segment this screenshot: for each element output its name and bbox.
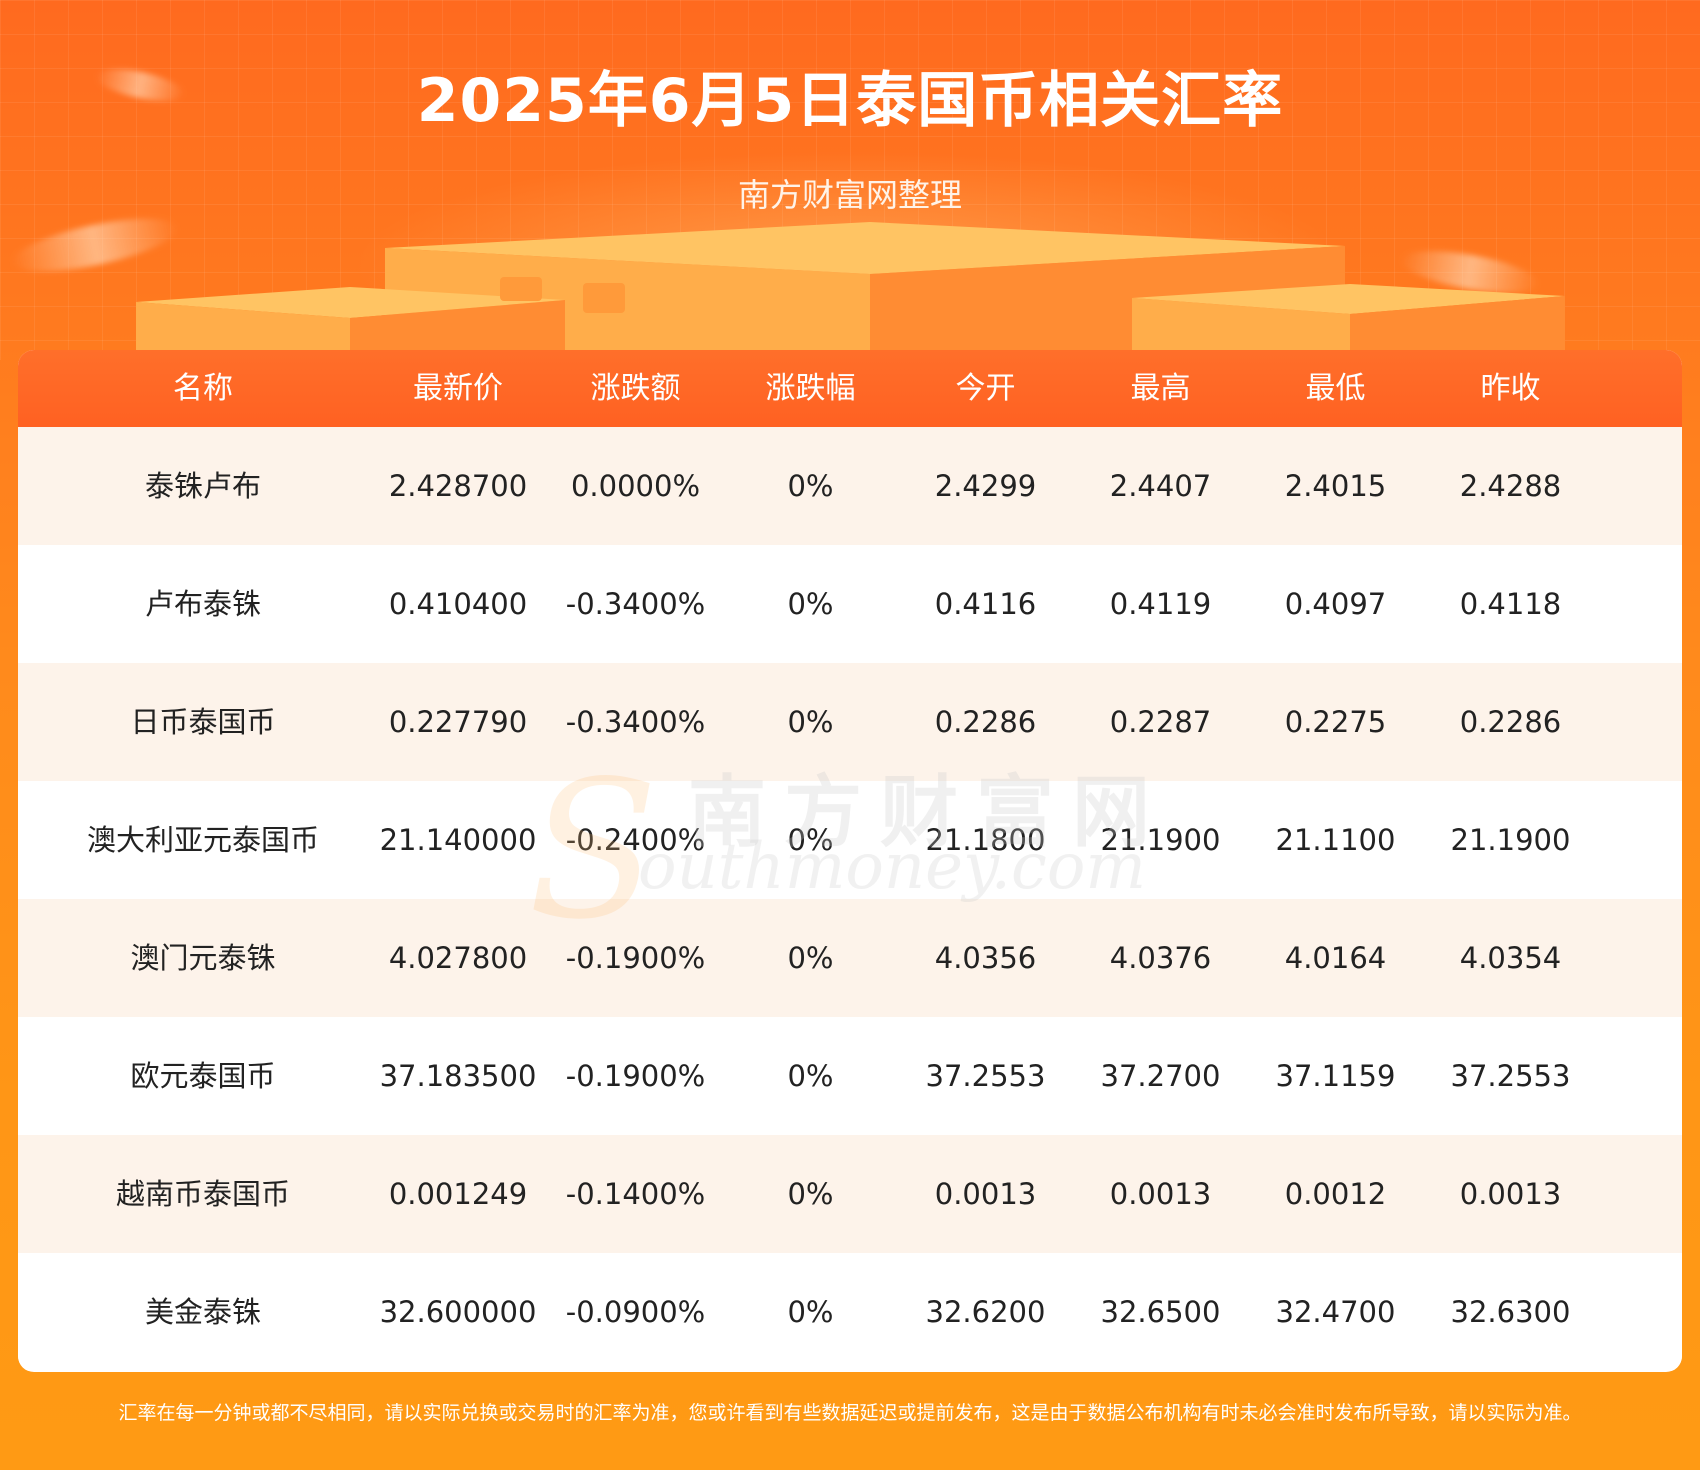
currency-pair-name: 澳大利亚元泰国币 (86, 823, 319, 857)
column-header-high: 最高 (1130, 371, 1191, 406)
latest-price: 21.140000 (379, 823, 537, 857)
table-row: 美金泰铢 32.600000 -0.0900% 0% 32.6200 32.65… (18, 1253, 1682, 1371)
previous-close: 2.4288 (1459, 469, 1562, 503)
high-price: 37.2700 (1100, 1059, 1221, 1093)
header-blocks-illustration (136, 222, 1565, 352)
open-price: 21.1800 (925, 823, 1046, 857)
table-row: 泰铢卢布 2.428700 0.0000% 0% 2.4299 2.4407 2… (18, 427, 1682, 545)
open-price: 0.0013 (934, 1177, 1037, 1211)
currency-pair-name: 日币泰国币 (130, 705, 276, 739)
change-percent: 0% (787, 705, 834, 739)
table-row: 卢布泰铢 0.410400 -0.3400% 0% 0.4116 0.4119 … (18, 545, 1682, 663)
previous-close: 21.1900 (1450, 823, 1571, 857)
currency-pair-name: 美金泰铢 (144, 1295, 261, 1329)
latest-price: 0.410400 (388, 587, 528, 621)
column-header-prev-close: 昨收 (1480, 371, 1541, 406)
column-header-low: 最低 (1305, 371, 1366, 406)
high-price: 0.4119 (1109, 587, 1212, 621)
column-header-change: 涨跌额 (590, 371, 681, 406)
column-header-open: 今开 (955, 371, 1016, 406)
high-price: 0.2287 (1109, 705, 1212, 739)
previous-close: 0.4118 (1459, 587, 1562, 621)
latest-price: 2.428700 (388, 469, 528, 503)
column-header-name: 名称 (173, 371, 233, 406)
open-price: 0.2286 (934, 705, 1037, 739)
open-price: 4.0356 (934, 941, 1037, 975)
previous-close: 0.2286 (1459, 705, 1562, 739)
open-price: 37.2553 (925, 1059, 1046, 1093)
change-percent: 0% (787, 941, 834, 975)
low-price: 4.0164 (1284, 941, 1387, 975)
low-price: 2.4015 (1284, 469, 1387, 503)
open-price: 32.6200 (925, 1295, 1046, 1329)
open-price: 2.4299 (934, 469, 1037, 503)
high-price: 32.6500 (1100, 1295, 1221, 1329)
change-percent: 0% (787, 1177, 834, 1211)
table-row: 澳门元泰铢 4.027800 -0.1900% 0% 4.0356 4.0376… (18, 899, 1682, 1017)
latest-price: 4.027800 (388, 941, 528, 975)
latest-price: 37.183500 (379, 1059, 537, 1093)
latest-price: 32.600000 (379, 1295, 537, 1329)
change-amount: -0.3400% (565, 587, 706, 621)
change-percent: 0% (787, 1295, 834, 1329)
table-row: 欧元泰国币 37.183500 -0.1900% 0% 37.2553 37.2… (18, 1017, 1682, 1135)
low-price: 37.1159 (1275, 1059, 1396, 1093)
latest-price: 0.227790 (388, 705, 528, 739)
currency-pair-name: 欧元泰国币 (130, 1059, 276, 1093)
change-percent: 0% (787, 823, 834, 857)
open-price: 0.4116 (934, 587, 1037, 621)
column-header-change-pct: 涨跌幅 (765, 371, 856, 406)
exchange-rate-table: 名称 最新价 涨跌额 涨跌幅 今开 最高 最低 昨收 泰铢卢布 2.428700… (18, 350, 1682, 1372)
low-price: 0.0012 (1284, 1177, 1387, 1211)
previous-close: 0.0013 (1459, 1177, 1562, 1211)
high-price: 21.1900 (1100, 823, 1221, 857)
currency-pair-name: 卢布泰铢 (144, 587, 261, 621)
currency-pair-name: 澳门元泰铢 (130, 941, 276, 975)
change-percent: 0% (787, 587, 834, 621)
change-amount: 0.0000% (570, 469, 701, 503)
high-price: 4.0376 (1109, 941, 1212, 975)
table-row: 越南币泰国币 0.001249 -0.1400% 0% 0.0013 0.001… (18, 1135, 1682, 1253)
previous-close: 32.6300 (1450, 1295, 1571, 1329)
table-row: 日币泰国币 0.227790 -0.3400% 0% 0.2286 0.2287… (18, 663, 1682, 781)
page-subtitle: 南方财富网整理 (737, 176, 962, 214)
low-price: 32.4700 (1275, 1295, 1396, 1329)
high-price: 2.4407 (1109, 469, 1212, 503)
disclaimer-note: 汇率在每一分钟或都不尽相同，请以实际兑换或交易时的汇率为准，您或许看到有些数据延… (118, 1402, 1582, 1424)
previous-close: 4.0354 (1459, 941, 1562, 975)
change-amount: -0.0900% (565, 1295, 706, 1329)
currency-pair-name: 越南币泰国币 (115, 1177, 290, 1211)
change-percent: 0% (787, 469, 834, 503)
previous-close: 37.2553 (1450, 1059, 1571, 1093)
table-row: 澳大利亚元泰国币 21.140000 -0.2400% 0% 21.1800 2… (18, 781, 1682, 899)
high-price: 0.0013 (1109, 1177, 1212, 1211)
latest-price: 0.001249 (388, 1177, 528, 1211)
low-price: 21.1100 (1275, 823, 1396, 857)
change-amount: -0.1900% (565, 1059, 706, 1093)
page-title: 2025年6月5日泰国币相关汇率 (416, 66, 1284, 136)
change-percent: 0% (787, 1059, 834, 1093)
change-amount: -0.1400% (565, 1177, 706, 1211)
low-price: 0.4097 (1284, 587, 1387, 621)
change-amount: -0.1900% (565, 941, 706, 975)
change-amount: -0.3400% (565, 705, 706, 739)
table-header: 名称 最新价 涨跌额 涨跌幅 今开 最高 最低 昨收 (18, 350, 1682, 427)
currency-pair-name: 泰铢卢布 (144, 469, 261, 503)
change-amount: -0.2400% (565, 823, 706, 857)
low-price: 0.2275 (1284, 705, 1387, 739)
column-header-latest: 最新价 (413, 371, 503, 406)
